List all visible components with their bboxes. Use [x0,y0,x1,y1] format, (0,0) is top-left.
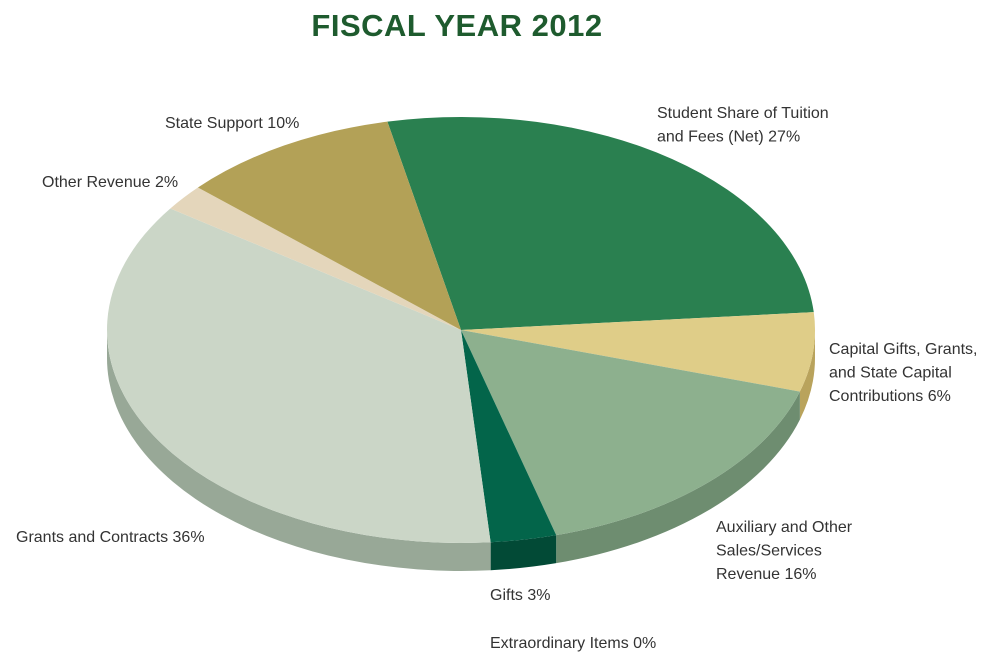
pie-slice-other-revenue [170,187,462,330]
slice-label-line: Revenue 16% [716,566,817,583]
slice-label-line: Capital Gifts, Grants, [829,341,978,358]
slice-label-line: and State Capital [829,365,952,382]
slice-label-student-share-of-tuition-and-fees-net: Student Share of Tuition and Fees (Net) 2… [657,105,829,146]
slice-label-line: Grants and Contracts 36% [16,529,205,546]
pie-slice-side-auxiliary-and-other-sales-services-revenue [556,391,800,564]
pie-slices-layer [106,117,815,544]
pie-slice-student-share-of-tuition-and-fees-net [387,117,814,330]
slice-label-line: Sales/Services [716,543,822,560]
pie-slice-gifts [461,330,557,543]
slice-label-grants-and-contracts: Grants and Contracts 36% [16,529,205,546]
slice-label-line: Auxiliary and Other [716,519,853,536]
slice-label-other-revenue: Other Revenue 2% [42,174,178,191]
slice-label-line: Gifts 3% [490,587,550,604]
slice-label-line: Student Share of Tuition [657,105,829,122]
slice-label-state-support: State Support 10% [165,115,299,132]
slice-label-auxiliary-and-other-sales-services-revenue: Auxiliary and Other Sales/Services Revenue… [716,519,853,583]
pie-slice-side-grants-and-contracts [107,330,491,571]
pie-slice-state-support [197,121,461,330]
pie-depth-layer [107,330,815,571]
pie-slice-side-gifts [490,535,557,571]
pie-slice-grants-and-contracts [106,208,491,544]
slice-label-line: Contributions 6% [829,388,951,405]
slice-label-line: State Support 10% [165,115,299,132]
slice-label-gifts: Gifts 3% [490,587,550,604]
slice-label-extraordinary-items: Extraordinary Items 0% [490,635,656,652]
slice-label-line: and Fees (Net) 27% [657,129,800,146]
slice-label-line: Extraordinary Items 0% [490,635,656,652]
slice-label-capital-gifts-grants-and-state-capital-contributions: Capital Gifts, Grants, and State Capital C… [829,341,978,405]
pie-slice-side-capital-gifts-grants-and-state-capital-contributions [799,330,815,420]
pie-slice-capital-gifts-grants-and-state-capital-contributions [461,312,815,392]
chart-title: FISCAL YEAR 2012 [311,8,603,43]
pie-labels-layer: Student Share of Tuition and Fees (Net) 2… [16,105,978,652]
pie-slice-auxiliary-and-other-sales-services-revenue [461,330,800,536]
slice-label-line: Other Revenue 2% [42,174,178,191]
